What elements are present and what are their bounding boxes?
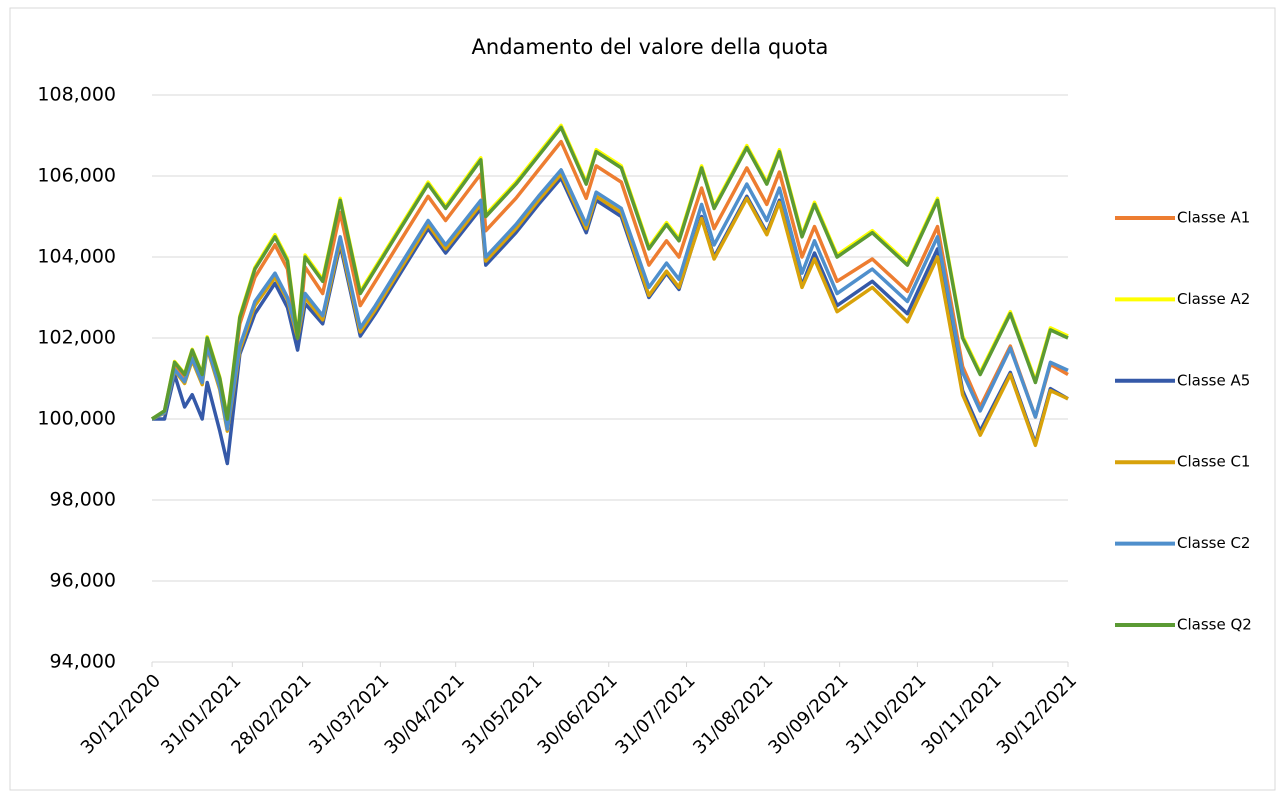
y-tick-label: 96,000 <box>50 570 116 592</box>
series-line <box>152 176 1069 466</box>
legend-label: Classe C1 <box>1177 453 1250 471</box>
y-tick-label: 98,000 <box>50 489 116 511</box>
chart-border <box>9 7 1276 791</box>
legend-label: Classe A1 <box>1177 209 1250 227</box>
legend-label: Classe A5 <box>1177 371 1250 389</box>
y-tick-label: 108,000 <box>37 84 116 106</box>
y-tick-label: 94,000 <box>50 651 116 673</box>
series-line <box>151 125 1069 421</box>
chart-title: Andamento del valore della quota <box>472 35 829 59</box>
legend-label: Classe C2 <box>1177 534 1250 552</box>
y-tick-label: 104,000 <box>37 246 116 268</box>
legend-label: Classe A2 <box>1177 290 1250 308</box>
y-tick-label: 100,000 <box>37 408 116 430</box>
y-tick-label: 106,000 <box>37 165 116 187</box>
y-tick-label: 102,000 <box>37 327 116 349</box>
legend-label: Classe Q2 <box>1177 616 1252 634</box>
